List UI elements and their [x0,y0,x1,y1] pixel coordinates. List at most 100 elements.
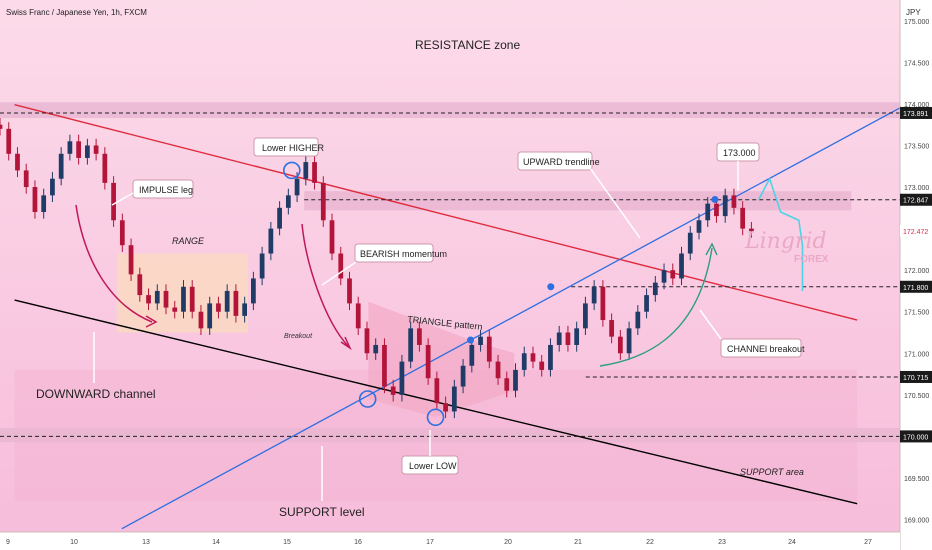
channel-breakout-arrow [599,247,713,367]
candle-body [6,128,12,154]
label-support-level: SUPPORT level [279,505,365,519]
price-tag-label: 172.472 [903,229,928,236]
candle-body [111,182,116,221]
bearish-arrow-head [340,336,352,351]
candle-body [539,361,545,370]
candle-body [740,207,746,229]
circle-lower-low [426,408,445,427]
y-tick-label: 171.500 [904,310,929,317]
candle-body [355,303,361,329]
label-impulse-leg: IMPULSE leg [139,185,193,195]
candle-body [0,124,3,129]
upward-trendline-box [517,151,593,171]
candle-body [23,170,29,188]
candle-body [495,361,501,379]
x-tick-label: 10 [70,539,78,546]
candle-body [224,290,230,312]
impulse-arrow-curve [75,204,153,323]
candle-body [749,228,754,232]
candle-body [652,282,658,296]
label-channel-breakout: CHANNEl breakout [727,344,805,354]
x-tick-label: 24 [788,539,796,546]
candle-body [548,344,553,370]
y-tick-label: 170.500 [904,393,929,400]
dot-1 [467,336,475,344]
candle-body [189,286,195,312]
candle-body [687,232,693,254]
y-axis: JPY 169.000 169.500 170.000 170.500 171.000 1… [899,0,932,550]
watermark-forex: FOREX [794,254,829,265]
candle-body [469,344,475,366]
cyan-projection [758,177,804,291]
x-axis: 9 10 13 14 15 16 17 20 21 22 23 24 27 [0,531,900,550]
candle-body [41,195,47,212]
bearish-momentum-box [354,243,434,263]
x-tick-label: 15 [283,539,291,546]
candle-body [609,320,614,337]
bearish-leader [321,261,357,286]
price-tag-bg [900,106,932,119]
candle-body [207,303,213,329]
watermark-lingrid: Lingrid [744,229,827,254]
candle-body [294,178,300,196]
channel-breakout-box [720,338,802,358]
dot-2 [547,283,555,291]
x-tick-label: 14 [212,539,220,546]
price-tag-bg [900,370,932,383]
channel-breakout-arrow-head [705,242,718,256]
candle-body [600,286,606,321]
zone-support [0,428,932,443]
y-tick-label: 171.000 [904,351,929,358]
candle-body [390,386,396,395]
candle-body [679,253,684,279]
candle-body [154,290,160,304]
price-tag-bg [900,280,932,293]
candle-body [443,403,448,412]
zone-resistance [0,102,932,119]
y-axis-unit: JPY [906,8,921,17]
candle-body [478,336,483,345]
candle-body [242,303,248,316]
label-bearish-momentum: BEARISH momentum [360,249,447,259]
candle-body [670,270,676,279]
triangle-pattern-shape [368,301,515,418]
candle-body [146,295,151,304]
x-tick-label: 13 [142,539,150,546]
label-range: RANGE [172,236,205,246]
candle-body [102,153,108,183]
candle-body [714,203,719,217]
x-tick-label: 9 [6,539,10,546]
y-tick-label: 174.500 [904,60,929,67]
price-tag-label: 170.000 [903,434,928,441]
candle-body [338,253,344,279]
price-tag-bg [900,193,932,206]
price-tag-label: 172.847 [903,198,928,205]
candle-body [425,344,431,379]
channel-leader [699,309,722,340]
price-tag-label: 170.715 [903,375,928,382]
candle-body [347,278,352,304]
y-tick-label: 174.000 [904,102,929,109]
candle-body [565,332,571,345]
label-downward-channel: DOWNWARD channel [36,387,156,401]
candle-body [583,303,588,329]
candle-body [233,290,239,316]
candle-body [285,195,291,208]
candle-body [556,332,562,345]
candle-body [635,311,641,329]
candle-body [617,336,623,354]
candle-body [76,141,82,158]
label-support-area: SUPPORT area [740,467,804,477]
candle-body [93,145,99,154]
candle-body [320,182,326,221]
candle-body [32,187,38,212]
candle-body [504,378,510,391]
bearish-arrow-curve [301,223,349,347]
label-lower-higher: Lower HIGHER [262,143,325,153]
candle-body [364,328,370,354]
label-target-price: 173.000 [723,148,756,158]
candle-body [119,220,125,246]
candle-body [373,344,379,354]
